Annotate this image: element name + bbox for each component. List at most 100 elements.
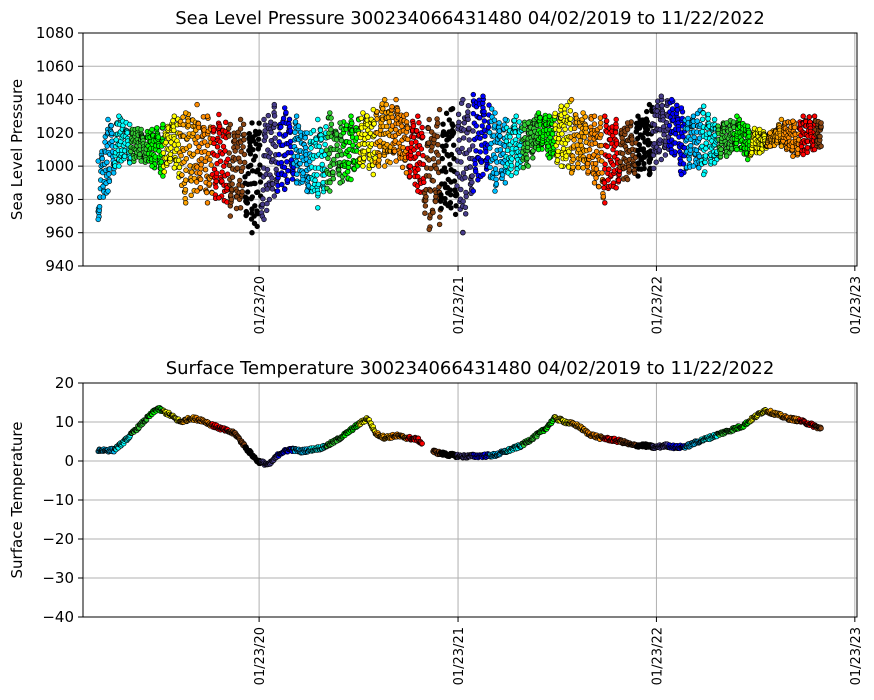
data-point bbox=[154, 125, 160, 131]
data-point bbox=[792, 124, 798, 131]
data-point bbox=[806, 114, 813, 120]
data-point bbox=[734, 113, 740, 119]
data-point bbox=[225, 156, 231, 162]
data-point bbox=[604, 143, 610, 150]
data-point bbox=[171, 165, 178, 171]
x-tick-label: 01/23/23 bbox=[849, 627, 864, 685]
data-point bbox=[175, 141, 182, 148]
x-tick-label: 01/23/21 bbox=[452, 627, 467, 685]
data-point bbox=[330, 169, 336, 176]
data-point bbox=[282, 105, 288, 111]
data-point bbox=[458, 159, 464, 165]
data-point bbox=[328, 126, 334, 133]
data-point bbox=[800, 151, 806, 158]
data-point bbox=[319, 161, 325, 168]
data-point bbox=[204, 200, 211, 206]
data-point bbox=[163, 139, 169, 146]
data-point bbox=[312, 177, 318, 184]
data-point bbox=[420, 152, 426, 159]
data-point bbox=[520, 164, 526, 171]
data-point bbox=[346, 139, 353, 146]
data-point bbox=[646, 101, 653, 108]
data-point bbox=[767, 143, 773, 149]
data-point bbox=[778, 143, 785, 149]
data-point bbox=[552, 110, 558, 117]
data-point bbox=[239, 189, 246, 195]
y-tick-label: 1000 bbox=[36, 157, 74, 175]
data-point bbox=[734, 146, 740, 153]
data-point bbox=[635, 173, 641, 179]
data-point bbox=[461, 135, 467, 141]
data-point bbox=[262, 134, 269, 140]
data-point bbox=[626, 167, 632, 173]
data-point bbox=[228, 192, 234, 198]
data-point bbox=[460, 170, 467, 176]
data-point bbox=[499, 172, 506, 178]
y-axis-label: Surface Temperature bbox=[8, 422, 26, 579]
data-point bbox=[693, 147, 700, 154]
y-tick-label: −40 bbox=[42, 608, 74, 626]
data-point bbox=[256, 129, 263, 135]
data-point bbox=[407, 163, 413, 169]
data-point bbox=[326, 151, 332, 157]
data-point bbox=[508, 172, 514, 179]
data-point bbox=[95, 216, 101, 223]
data-point bbox=[331, 156, 337, 163]
surface-temperature-chart: −40 −30 −20 −10 0 10 20 01/23/20 01/23/21 01/23/2… bbox=[8, 358, 864, 685]
data-point bbox=[502, 116, 508, 123]
data-point bbox=[432, 198, 439, 205]
data-point bbox=[302, 145, 309, 151]
data-point bbox=[376, 153, 383, 159]
data-point bbox=[360, 163, 366, 169]
data-series bbox=[95, 405, 824, 468]
data-point bbox=[206, 181, 213, 187]
data-point bbox=[492, 155, 498, 161]
data-point bbox=[194, 188, 200, 194]
data-point bbox=[138, 126, 144, 133]
data-point bbox=[460, 198, 466, 205]
data-point bbox=[279, 181, 285, 188]
data-point bbox=[160, 173, 166, 179]
data-point bbox=[271, 113, 278, 119]
data-point bbox=[521, 126, 528, 133]
data-point bbox=[459, 145, 465, 152]
data-point bbox=[546, 113, 553, 119]
data-point bbox=[207, 156, 213, 163]
data-point bbox=[244, 200, 251, 206]
data-point bbox=[415, 166, 421, 173]
data-point bbox=[295, 123, 302, 129]
data-point bbox=[454, 192, 460, 198]
data-point bbox=[160, 121, 166, 128]
data-point bbox=[749, 150, 755, 156]
data-point bbox=[448, 106, 454, 113]
data-point bbox=[700, 110, 706, 116]
data-point bbox=[267, 150, 273, 156]
data-point bbox=[404, 125, 411, 131]
data-point bbox=[613, 185, 619, 191]
data-point bbox=[289, 176, 296, 182]
data-point bbox=[278, 124, 284, 130]
data-point bbox=[564, 102, 570, 109]
data-point bbox=[241, 137, 247, 143]
data-point bbox=[226, 162, 233, 169]
data-point bbox=[334, 142, 340, 148]
data-point bbox=[470, 110, 476, 117]
data-point bbox=[567, 108, 573, 114]
data-point bbox=[167, 156, 173, 162]
data-point bbox=[257, 179, 264, 185]
x-tick-label: 01/23/21 bbox=[452, 276, 467, 334]
data-point bbox=[361, 155, 367, 161]
data-point bbox=[360, 110, 366, 116]
data-point bbox=[272, 143, 279, 150]
data-point bbox=[327, 188, 333, 194]
data-point bbox=[237, 205, 244, 211]
data-point bbox=[537, 115, 543, 121]
data-point bbox=[602, 200, 608, 206]
data-point bbox=[310, 127, 317, 134]
data-point bbox=[226, 150, 232, 156]
data-point bbox=[447, 187, 453, 193]
data-point bbox=[525, 120, 531, 126]
data-point bbox=[190, 151, 197, 158]
data-point bbox=[382, 163, 388, 169]
data-point bbox=[641, 165, 647, 172]
